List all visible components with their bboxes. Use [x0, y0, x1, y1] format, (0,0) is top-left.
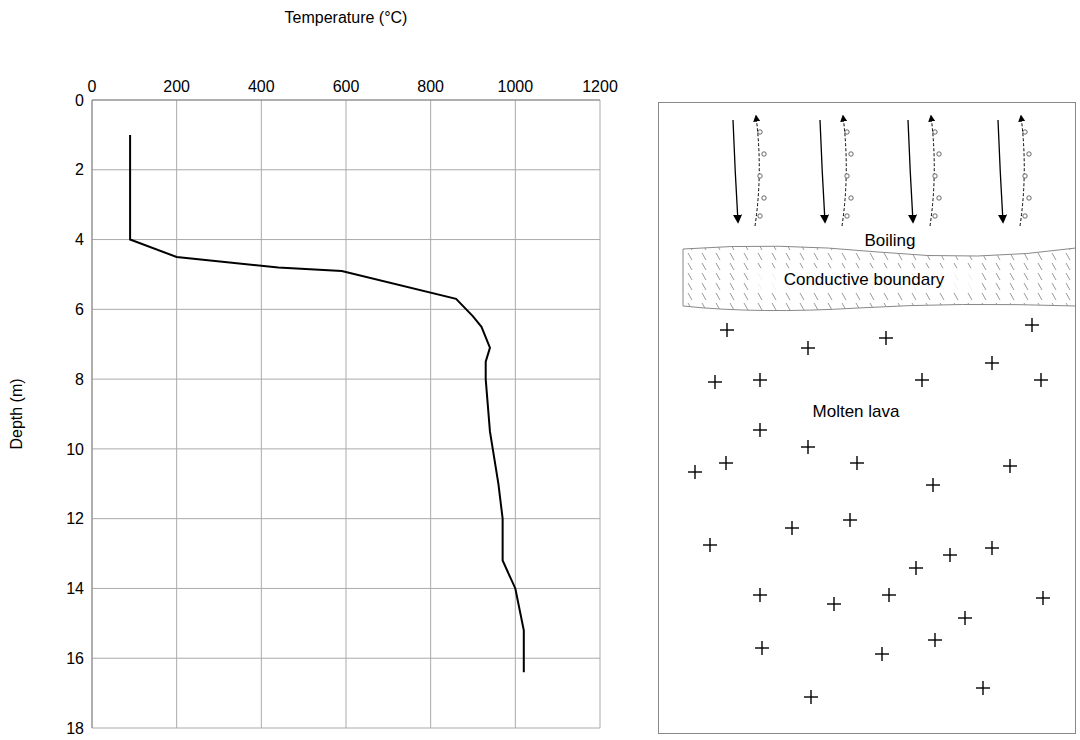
svg-text:800: 800	[417, 78, 444, 95]
svg-text:4: 4	[75, 231, 84, 248]
svg-text:400: 400	[248, 78, 275, 95]
svg-text:200: 200	[163, 78, 190, 95]
svg-text:12: 12	[66, 510, 84, 527]
svg-text:600: 600	[333, 78, 360, 95]
svg-text:0: 0	[75, 92, 84, 109]
svg-text:18: 18	[66, 720, 84, 737]
svg-text:0: 0	[88, 78, 97, 95]
svg-text:2: 2	[75, 161, 84, 178]
svg-text:6: 6	[75, 301, 84, 318]
svg-text:Temperature (°C): Temperature (°C)	[285, 9, 408, 26]
svg-text:Conductive boundary: Conductive boundary	[784, 270, 945, 289]
svg-text:Depth (m): Depth (m)	[8, 378, 25, 449]
svg-text:Molten lava: Molten lava	[813, 402, 900, 421]
svg-text:1200: 1200	[582, 78, 618, 95]
svg-text:1000: 1000	[498, 78, 534, 95]
svg-text:16: 16	[66, 650, 84, 667]
svg-text:10: 10	[66, 441, 84, 458]
svg-text:Boiling: Boiling	[864, 231, 915, 250]
svg-text:8: 8	[75, 371, 84, 388]
svg-text:14: 14	[66, 580, 84, 597]
